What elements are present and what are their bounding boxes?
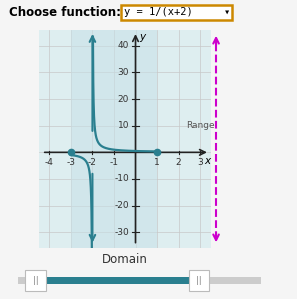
- Text: 1: 1: [154, 158, 160, 167]
- Text: 2: 2: [176, 158, 181, 167]
- Text: 30: 30: [118, 68, 129, 77]
- Text: 3: 3: [197, 158, 203, 167]
- Bar: [71, 30, 157, 248]
- Bar: [36, 277, 199, 284]
- Text: -2: -2: [88, 158, 97, 167]
- Text: -10: -10: [114, 174, 129, 184]
- Text: 20: 20: [118, 94, 129, 104]
- Text: ||: ||: [196, 276, 202, 285]
- Text: Domain: Domain: [102, 253, 148, 266]
- Text: ||: ||: [33, 276, 39, 285]
- Text: -1: -1: [110, 158, 119, 167]
- Text: y = 1/(x+2)     ▾: y = 1/(x+2) ▾: [124, 7, 230, 17]
- Text: Range: Range: [186, 121, 214, 130]
- Text: 40: 40: [118, 41, 129, 50]
- Text: -4: -4: [45, 158, 54, 167]
- Text: -30: -30: [114, 228, 129, 237]
- Text: Choose function:: Choose function:: [9, 6, 121, 19]
- Text: y: y: [139, 32, 146, 42]
- Text: 10: 10: [118, 121, 129, 130]
- Bar: [25, 270, 46, 291]
- Bar: [189, 270, 209, 291]
- Text: -20: -20: [114, 201, 129, 210]
- Text: x: x: [205, 156, 211, 166]
- Bar: [18, 277, 261, 284]
- Text: -3: -3: [67, 158, 75, 167]
